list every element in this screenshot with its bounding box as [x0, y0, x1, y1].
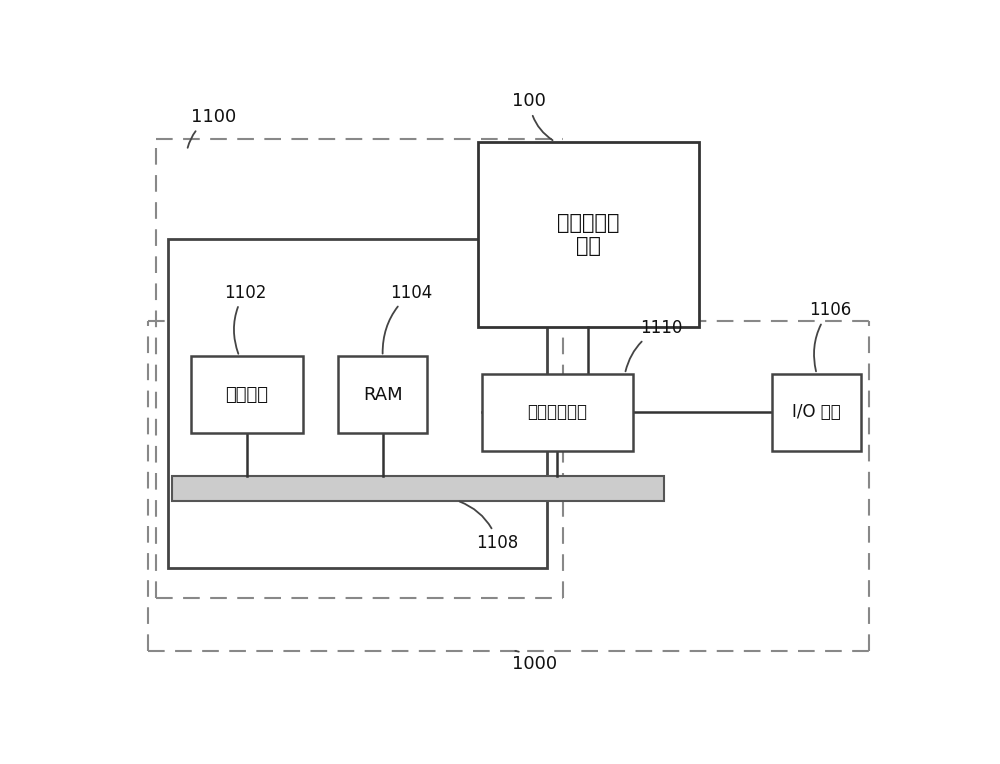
Text: I/O 装置: I/O 装置 — [792, 403, 841, 421]
Text: 100: 100 — [512, 92, 553, 141]
Bar — [168, 238, 547, 568]
Bar — [772, 374, 861, 451]
Text: 1100: 1100 — [188, 108, 236, 147]
Bar — [191, 356, 303, 433]
Bar — [482, 374, 633, 451]
Text: 1102: 1102 — [224, 283, 266, 354]
Text: 微处理器: 微处理器 — [226, 386, 269, 403]
Text: 数据传输接口: 数据传输接口 — [527, 403, 587, 421]
Text: 1110: 1110 — [625, 319, 683, 371]
Bar — [478, 141, 698, 327]
Text: 1000: 1000 — [512, 651, 558, 673]
Bar — [338, 356, 427, 433]
Text: 存储器存储
装置: 存储器存储 装置 — [557, 212, 619, 256]
Text: 1106: 1106 — [809, 301, 851, 371]
Text: 1108: 1108 — [460, 501, 519, 552]
Bar — [172, 476, 664, 500]
Text: RAM: RAM — [363, 386, 402, 403]
Text: 1104: 1104 — [383, 283, 433, 354]
